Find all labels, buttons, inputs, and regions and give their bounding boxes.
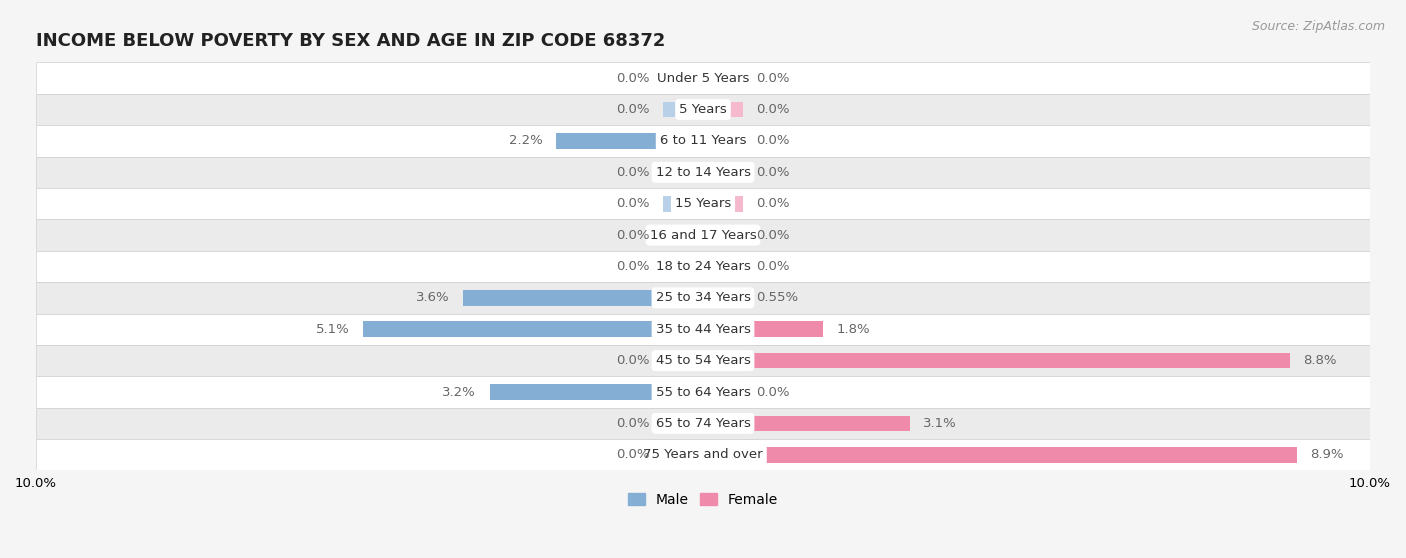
Text: Under 5 Years: Under 5 Years (657, 71, 749, 85)
Bar (489, 384, 703, 400)
Text: 0.0%: 0.0% (616, 229, 650, 242)
Text: 0.0%: 0.0% (616, 417, 650, 430)
Bar (363, 321, 703, 337)
Bar (664, 258, 703, 275)
Bar (664, 227, 703, 243)
Bar (37, 94, 1369, 125)
Text: 25 to 34 Years: 25 to 34 Years (655, 291, 751, 304)
Bar (664, 447, 703, 463)
Bar (37, 282, 1369, 314)
Text: INCOME BELOW POVERTY BY SEX AND AGE IN ZIP CODE 68372: INCOME BELOW POVERTY BY SEX AND AGE IN Z… (37, 32, 665, 50)
Text: 0.0%: 0.0% (756, 71, 790, 85)
Text: 0.0%: 0.0% (616, 103, 650, 116)
Bar (703, 416, 910, 431)
Text: 0.0%: 0.0% (616, 354, 650, 367)
Text: 45 to 54 Years: 45 to 54 Years (655, 354, 751, 367)
Text: 15 Years: 15 Years (675, 197, 731, 210)
Legend: Male, Female: Male, Female (623, 487, 783, 512)
Bar (664, 416, 703, 431)
Bar (37, 125, 1369, 157)
Text: 75 Years and over: 75 Years and over (643, 448, 763, 461)
Bar (703, 70, 742, 86)
Text: 0.0%: 0.0% (616, 448, 650, 461)
Text: 35 to 44 Years: 35 to 44 Years (655, 323, 751, 336)
Bar (37, 188, 1369, 219)
Bar (703, 353, 1289, 368)
Text: 0.0%: 0.0% (756, 197, 790, 210)
Bar (463, 290, 703, 306)
Bar (37, 219, 1369, 251)
Text: 5 Years: 5 Years (679, 103, 727, 116)
Text: 0.0%: 0.0% (616, 260, 650, 273)
Bar (703, 102, 742, 117)
Text: 16 and 17 Years: 16 and 17 Years (650, 229, 756, 242)
Text: 18 to 24 Years: 18 to 24 Years (655, 260, 751, 273)
Bar (557, 133, 703, 149)
Text: 3.6%: 3.6% (416, 291, 450, 304)
Text: 0.0%: 0.0% (756, 386, 790, 398)
Text: 0.0%: 0.0% (756, 103, 790, 116)
Bar (703, 165, 742, 180)
Text: 5.1%: 5.1% (316, 323, 350, 336)
Bar (703, 447, 1296, 463)
Text: 3.2%: 3.2% (443, 386, 477, 398)
Bar (703, 384, 742, 400)
Text: 0.0%: 0.0% (616, 71, 650, 85)
Bar (37, 62, 1369, 94)
Bar (37, 251, 1369, 282)
Text: 0.0%: 0.0% (756, 134, 790, 147)
Text: 0.0%: 0.0% (756, 260, 790, 273)
Bar (703, 258, 742, 275)
Bar (664, 353, 703, 368)
Text: 12 to 14 Years: 12 to 14 Years (655, 166, 751, 179)
Bar (703, 290, 742, 306)
Bar (703, 133, 742, 149)
Text: 0.0%: 0.0% (616, 197, 650, 210)
Bar (37, 439, 1369, 470)
Text: 0.0%: 0.0% (756, 166, 790, 179)
Text: 55 to 64 Years: 55 to 64 Years (655, 386, 751, 398)
Bar (703, 321, 823, 337)
Text: 0.0%: 0.0% (616, 166, 650, 179)
Text: 2.2%: 2.2% (509, 134, 543, 147)
Bar (37, 408, 1369, 439)
Text: 65 to 74 Years: 65 to 74 Years (655, 417, 751, 430)
Bar (37, 376, 1369, 408)
Bar (664, 196, 703, 211)
Text: 1.8%: 1.8% (837, 323, 870, 336)
Text: 0.55%: 0.55% (756, 291, 799, 304)
Bar (37, 314, 1369, 345)
Text: 6 to 11 Years: 6 to 11 Years (659, 134, 747, 147)
Bar (37, 345, 1369, 376)
Text: 0.0%: 0.0% (756, 229, 790, 242)
Bar (664, 102, 703, 117)
Text: 3.1%: 3.1% (924, 417, 957, 430)
Bar (703, 227, 742, 243)
Bar (703, 196, 742, 211)
Text: Source: ZipAtlas.com: Source: ZipAtlas.com (1251, 20, 1385, 32)
Bar (664, 70, 703, 86)
Text: 8.8%: 8.8% (1303, 354, 1337, 367)
Text: 8.9%: 8.9% (1310, 448, 1344, 461)
Bar (37, 157, 1369, 188)
Bar (664, 165, 703, 180)
